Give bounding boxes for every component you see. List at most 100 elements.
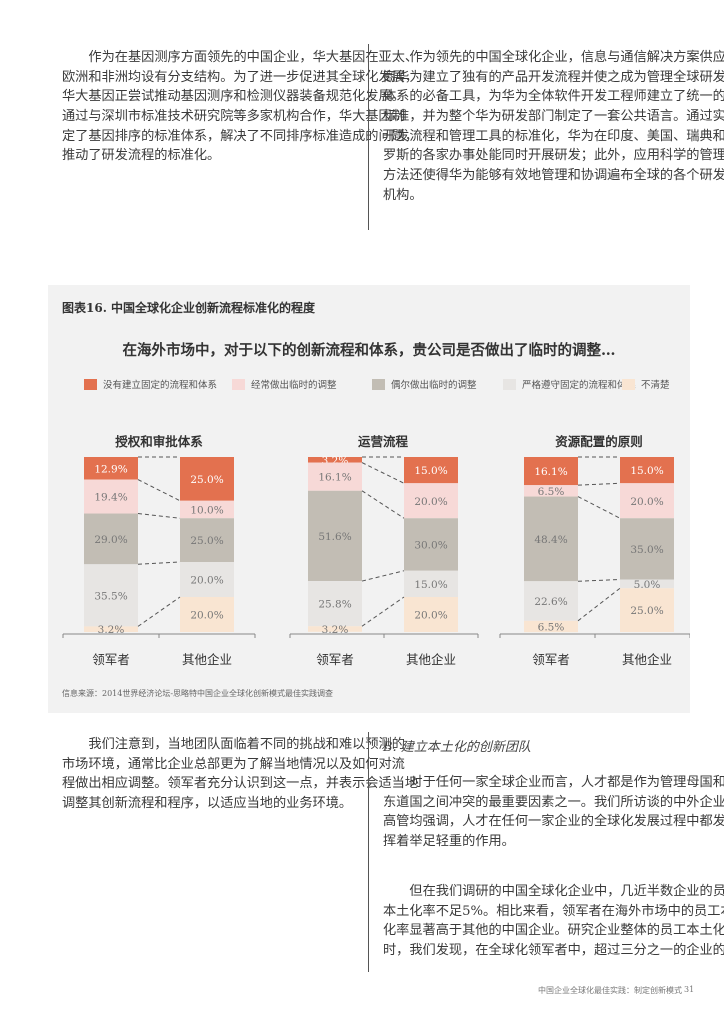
legend-swatch [372,378,385,390]
data-label: 51.6% [318,531,351,543]
bar-segment [84,626,138,632]
bar-segment [84,564,138,627]
data-label: 20.0% [190,610,223,622]
chart-panel: 图表16. 中国全球化企业创新流程标准化的程度 在海外市场中，对于以下的创新流程… [48,285,690,713]
bar-segment [308,490,362,582]
text-line: 化率显著高于其他的中国企业。研究企业整体的员工本土化率 [383,923,724,939]
connector-line [577,496,621,519]
data-label: 15.0% [414,465,447,477]
connector-line [361,570,405,582]
column-divider [368,44,369,230]
bar-segment [308,462,362,491]
data-label: 20.0% [414,610,447,622]
text-line: 作为在基因测序方面领先的中国企业，华大基因在亚太、 [88,50,419,65]
legend-swatch [84,378,97,390]
category-label: 其他企业 [621,652,673,667]
bar-segment [620,483,674,519]
bar-segment [524,620,578,633]
connector-line [577,482,621,486]
bar-segment [620,579,674,589]
data-label: 19.4% [94,492,127,504]
bar-segment [620,588,674,632]
category-label: 其他企业 [405,652,457,667]
data-label: 3.2% [98,624,125,636]
legend-item: 严格遵守固定的流程和体系 [503,377,636,391]
chart-source: 信息来源：2014世界经济论坛-思略特中国企业全球化创新模式最佳实践调查 [62,689,334,698]
category-label: 领军者 [316,652,354,667]
connector-line [577,587,621,622]
legend-label: 经常做出临时的调整 [251,380,337,391]
data-label: 35.5% [94,590,127,602]
bar-segment [180,500,234,519]
bar-segment [308,626,362,632]
data-label: 25.0% [630,605,663,617]
category-label: 其他企业 [181,652,233,667]
data-label: 20.0% [190,575,223,587]
data-label: 48.4% [534,534,567,546]
legend-swatch [503,378,516,390]
bar-segment [524,496,578,582]
text-line: 调整其创新流程和程序，以适应当地的业务环境。 [62,796,353,812]
legend-label: 没有建立固定的流程和体系 [103,380,218,391]
bar-segment [524,485,578,497]
legend-swatch [232,378,245,390]
legend-item: 不清楚 [622,377,670,391]
data-label: 25.0% [190,535,223,547]
text-line: 欧洲和非洲均设有分支结构。为了进一步促进其全球化发展， [62,69,419,85]
connector-line [137,596,181,627]
text-line: 方法还使得华为能够有效地管理和协调遍布全球的各个研发 [383,168,724,184]
category-label: 领军者 [532,652,570,667]
bar-segment [180,597,234,632]
data-label: 6.5% [538,486,565,498]
text-line: 体系的必备工具，为华为全体软件开发工程师建立了统一的 [383,89,724,105]
stacked-bar-chart: 12.9% 19.4% 29.0% 35.5% 3.2% 25.0% 10.0% 25.0% 2… [62,455,690,638]
category-label: 领军者 [92,652,130,667]
connector-line [137,561,181,565]
group-title: 资源配置的原则 [555,434,643,449]
data-label: 20.0% [630,496,663,508]
data-label: 3.2% [322,624,349,636]
bar-segment [404,518,458,571]
bar-segment [180,518,234,562]
data-label: 29.0% [94,534,127,546]
text-line: 本土化率不足5%。相比来看，领军者在海外市场中的员工本土 [383,903,724,919]
bar-segment [524,581,578,621]
data-label: 16.1% [318,472,351,484]
bar-segment [404,570,458,597]
bar-segment [620,518,674,580]
bar-segment [180,457,234,501]
data-label: 25.8% [318,599,351,611]
text-line: 开发流程和管理工具的标准化，华为在印度、美国、瑞典和俄 [383,128,724,144]
data-label: 12.9% [94,463,127,475]
legend-item: 偶尔做出临时的调整 [372,377,477,391]
legend-item: 没有建立固定的流程和体系 [84,377,217,391]
bar-segment [84,513,138,565]
bar-segment [308,581,362,627]
group-title: 运营流程 [357,434,409,449]
bar-segment [84,479,138,514]
data-label: 15.0% [630,465,663,477]
bar-segment [404,483,458,519]
text-line: 推动了研发流程的标准化。 [62,148,221,164]
data-label: 20.0% [414,496,447,508]
data-label: 22.6% [534,596,567,608]
page-number: 31 [684,985,695,994]
legend-label: 不清楚 [641,380,670,391]
chart-title: 图表16. 中国全球化企业创新流程标准化的程度 [62,301,316,315]
bottom-left-paragraph: 我们注意到，当地团队面临着不同的挑战和难以预测的市场环境，通常比企业总部更为了解… [62,735,419,814]
text-line: 作为领先的中国全球化企业，信息与通信解决方案供应 [409,50,724,65]
text-line: 程做出相应调整。领军者充分认识到这一点，并表示会适当地 [62,776,419,792]
section-heading: B. 建立本土化的创新团队 [383,740,531,755]
text-line: 市场环境，通常比企业总部更为了解当地情况以及如何对流 [62,756,405,772]
connector-line [361,596,405,627]
chart-subtitle: 在海外市场中，对于以下的创新流程和体系，贵公司是否做出了临时的调整… [122,342,616,359]
bar-segment [404,457,458,484]
top-left-paragraph: 作为在基因测序方面领先的中国企业，华大基因在亚太、欧洲和非洲均设有分支结构。为了… [62,48,419,166]
bottom-right-paragraph-1: 对于任何一家全球企业而言，人才都是作为管理母国和 东道国之间冲突的最重要因素之一。… [383,773,724,852]
data-label: 25.0% [190,474,223,486]
text-line: 对于任何一家全球企业而言，人才都是作为管理母国和 [409,775,724,790]
connector-line [137,513,181,519]
column-divider [368,732,369,972]
text-line: 我们注意到，当地团队面临着不同的挑战和难以预测的 [88,737,405,752]
text-line: 时，我们发现，在全球化领军者中，超过三分之一的企业的当地 [383,943,724,959]
